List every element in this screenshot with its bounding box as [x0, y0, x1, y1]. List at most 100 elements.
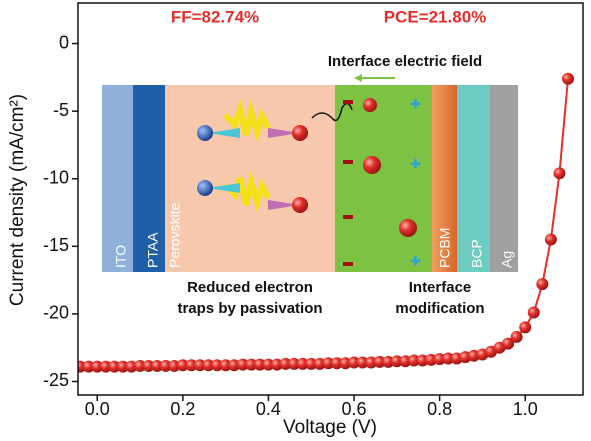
marker	[142, 359, 155, 372]
marker	[159, 359, 172, 372]
marker	[527, 306, 540, 319]
marker	[313, 357, 326, 370]
marker	[553, 167, 566, 180]
marker	[296, 357, 309, 370]
decor: ✚ ✚ ✚	[197, 96, 421, 268]
marker	[262, 358, 275, 371]
hole	[197, 125, 213, 141]
caption: Interface	[409, 279, 472, 296]
ion	[343, 100, 353, 104]
marker	[442, 352, 455, 365]
y-tick-label: -10	[43, 167, 69, 187]
marker	[407, 354, 420, 367]
marker	[151, 359, 164, 372]
ion	[343, 160, 353, 164]
zigzag	[222, 99, 271, 143]
marker	[519, 321, 532, 334]
marker	[502, 337, 515, 350]
marker	[339, 357, 352, 370]
marker	[168, 359, 181, 372]
layer-label: Perovskite	[167, 202, 183, 268]
marker	[544, 233, 557, 246]
x-axis-title: Voltage (V)	[283, 417, 377, 438]
y-axis-title: Current density (mA/cm²)	[7, 94, 28, 306]
ion	[343, 215, 353, 219]
plot-data	[78, 72, 575, 373]
marker	[305, 357, 318, 370]
marker	[108, 360, 121, 373]
marker	[288, 357, 301, 370]
cone	[268, 128, 300, 138]
layer-label: PCBM	[437, 228, 453, 268]
y-tick-label: -25	[43, 370, 69, 390]
layer-label: PTAA	[145, 232, 161, 268]
marker	[91, 360, 104, 373]
marker	[322, 357, 335, 370]
marker	[510, 330, 523, 343]
layer-bcp	[457, 85, 490, 272]
cone	[208, 183, 240, 193]
marker	[382, 355, 395, 368]
caption: modification	[395, 300, 484, 317]
marker	[245, 358, 258, 371]
marker	[82, 360, 95, 373]
inset: ✚ ✚ ✚ ITO PTAA Perovskite PCBM BCP Ag In…	[102, 53, 518, 317]
field-label: Interface electric field	[328, 53, 482, 70]
ticks: 0.0 0.2 0.4 0.6 0.8 1.0 0 -5 -10 -15 -20 -25	[43, 32, 538, 418]
plus: ✚	[410, 253, 421, 268]
marker	[433, 353, 446, 366]
caption: traps by passivation	[177, 300, 322, 317]
cone	[268, 200, 300, 210]
cone	[208, 128, 240, 138]
layer-ag	[490, 85, 518, 272]
y-tick-label: -20	[43, 303, 69, 323]
layer-pcbm	[432, 85, 457, 272]
hole	[197, 180, 213, 196]
marker	[116, 360, 129, 373]
x-tick-label: 0.0	[85, 399, 110, 419]
plus: ✚	[410, 156, 421, 171]
marker	[365, 356, 378, 369]
ff-label: FF=82.74%	[171, 7, 259, 26]
marker	[219, 359, 232, 372]
marker	[373, 355, 386, 368]
ion	[343, 262, 353, 266]
layer-ptaa	[133, 85, 165, 272]
marker	[228, 359, 241, 372]
marker	[202, 359, 215, 372]
marker	[399, 355, 412, 368]
x-tick-label: 0.8	[427, 399, 452, 419]
layer-label: ITO	[113, 245, 129, 268]
marker	[236, 358, 249, 371]
marker	[536, 278, 549, 291]
marker	[271, 358, 284, 371]
field-arrow-head	[354, 74, 362, 82]
marker	[390, 355, 403, 368]
marker	[125, 360, 138, 373]
y-tick-label: -15	[43, 235, 69, 255]
x-tick-label: 0.6	[342, 399, 367, 419]
electron	[363, 98, 377, 112]
marker	[562, 72, 575, 85]
marker	[356, 356, 369, 369]
electron	[292, 125, 308, 141]
marker	[348, 356, 361, 369]
electron	[292, 197, 308, 213]
layer-interface	[335, 85, 432, 272]
layer-label: BCP	[469, 239, 485, 268]
marker	[279, 357, 292, 370]
marker	[134, 359, 147, 372]
plus: ✚	[410, 96, 421, 111]
y-tick-label: -5	[53, 100, 69, 120]
x-tick-label: 1.0	[513, 399, 538, 419]
marker	[330, 357, 343, 370]
x-tick-label: 0.4	[256, 399, 281, 419]
marker	[416, 354, 429, 367]
marker	[425, 353, 438, 366]
caption: Reduced electron	[187, 279, 313, 296]
layer-ito	[102, 85, 133, 272]
y-tick-label: 0	[59, 32, 69, 52]
marker	[185, 359, 198, 372]
